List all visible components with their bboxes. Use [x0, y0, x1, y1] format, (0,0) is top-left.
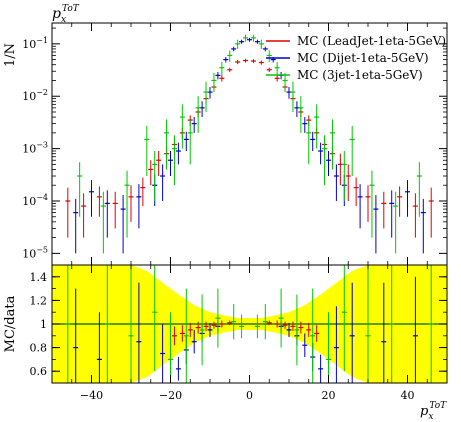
- ratio-series-1-markers: [171, 320, 320, 346]
- ratio-series-3-markers: [65, 265, 434, 383]
- main-panel: 10−110−210−310−410−5 pxToT 1/N MC (LeadJ…: [3, 4, 448, 266]
- x-tick-label: −20: [159, 389, 182, 402]
- legend-entry-dijet: MC (Dijet-1eta-5GeV): [266, 51, 429, 65]
- y-tick-label-base: 10: [22, 90, 36, 103]
- y-tick-label-base: 10: [22, 195, 36, 208]
- ratio-y-axis-label: MC/data: [3, 295, 18, 352]
- ratio-series-layer: [65, 265, 434, 383]
- ratio-y-tick-label: 0.6: [30, 365, 48, 378]
- y-tick-label-exp: −4: [36, 193, 48, 202]
- legend-label-3jet: MC (3jet-1eta-5GeV): [297, 68, 423, 82]
- series-3-markers: [77, 34, 422, 254]
- main-title: pxToT: [52, 4, 80, 25]
- y-tick-label: 10−2: [22, 88, 48, 103]
- y-tick-label: 10−5: [22, 245, 48, 260]
- ratio-uncertainty-band-layer: [52, 265, 447, 383]
- x-tick-label: 40: [401, 389, 415, 402]
- legend-entry-3jet: MC (3jet-1eta-5GeV): [266, 68, 423, 82]
- legend-label-leadjet: MC (LeadJet-1eta-5GeV): [297, 34, 446, 48]
- x-axis-label-sub: x: [428, 412, 433, 422]
- y-tick-label: 10−3: [22, 141, 48, 156]
- ratio-y-tick-label: 1.2: [30, 294, 48, 307]
- ratio-y-tick-label: 1.4: [30, 271, 48, 284]
- main-y-ticks: 10−110−210−310−410−5: [22, 23, 448, 265]
- y-tick-label-base: 10: [22, 143, 36, 156]
- main-series-layer: [65, 34, 434, 254]
- ratio-y-tick-label: 1: [40, 318, 47, 331]
- ratio-panel: 0.6 0.8 1 1.2 1.4 −40 −20 0 20 40 MC/data pxToT: [3, 264, 448, 422]
- y-tick-label-exp: −1: [36, 36, 48, 45]
- main-title-sup: ToT: [62, 4, 80, 14]
- x-tick-label: 20: [322, 389, 336, 402]
- ratio-ticks: 0.6 0.8 1 1.2 1.4 −40 −20 0 20 40: [30, 264, 448, 402]
- ratio-y-tick-label: 0.8: [30, 342, 48, 355]
- legend: MC (LeadJet-1eta-5GeV) MC (Dijet-1eta-5G…: [266, 34, 446, 82]
- legend-entry-leadjet: MC (LeadJet-1eta-5GeV): [266, 34, 446, 48]
- legend-label-dijet: MC (Dijet-1eta-5GeV): [297, 51, 429, 65]
- main-title-sub: x: [61, 15, 66, 25]
- x-axis-label: pxToT: [420, 401, 447, 422]
- y-tick-label-exp: −3: [36, 141, 48, 150]
- y-tick-label-base: 10: [22, 247, 36, 260]
- y-tick-label-base: 10: [22, 38, 36, 51]
- main-y-axis-label: 1/N: [3, 43, 18, 67]
- y-tick-label: 10−1: [22, 36, 48, 51]
- y-tick-label: 10−4: [22, 193, 48, 208]
- x-tick-label: −40: [80, 389, 103, 402]
- x-axis-label-sup: ToT: [429, 401, 447, 411]
- y-tick-label-exp: −2: [36, 88, 48, 97]
- y-tick-label-exp: −5: [36, 245, 48, 254]
- series-1-markers: [65, 58, 434, 238]
- x-axis-label-base: p: [420, 404, 429, 419]
- main-title-base: p: [52, 6, 61, 22]
- x-tick-label: 0: [246, 389, 253, 402]
